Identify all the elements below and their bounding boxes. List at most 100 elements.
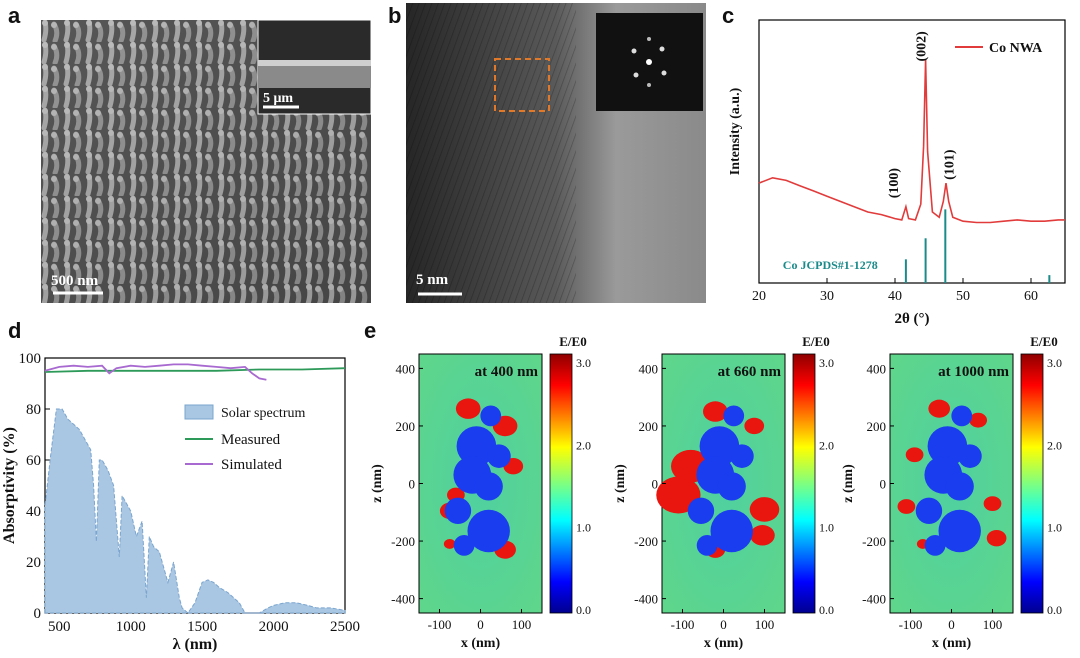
hotspot [750,525,775,546]
hotspot [986,529,1007,547]
panel-label-b: b [388,3,402,28]
absorptivity-chart: 500 1000 1500 2000 2500 0 20 40 60 80 100 λ (nm) Abs… [1,351,360,653]
hotspot [443,539,456,549]
colorbar-title: E/E0 [1030,334,1057,349]
x-tick-label: 500 [48,619,71,635]
hotspot [928,399,951,418]
y-tick-label: 40 [26,504,41,520]
x-tick-label: 100 [983,617,1003,632]
nanowire-blob [938,509,981,553]
y-tick-label: -400 [862,592,886,607]
nanowire-blob [951,405,973,427]
y-tick-label: -400 [634,592,658,607]
nanowire-blob [487,444,511,468]
inset-scale-label: 5 μm [263,91,293,106]
hotspot [744,417,765,435]
colorbar-tick-label: 3.0 [576,356,591,370]
colorbar-tick-label: 0.0 [576,603,591,617]
map-label: at 1000 nm [938,364,1009,380]
x-tick-label: 2500 [330,619,360,635]
nanowire-blob [474,472,503,501]
y-tick-label: 400 [639,361,659,376]
peak-annotation: (100) [887,168,902,199]
nanowire-blob [717,472,746,501]
colorbar-tick-label: 3.0 [819,356,834,370]
y-axis-label: z (nm) [370,464,385,503]
colorbar-title: E/E0 [802,334,829,349]
panel-label-d: d [8,318,22,343]
colorbar-tick-label: 2.0 [1047,438,1062,452]
nanowire-blob [710,509,753,553]
y-axis-label: z (nm) [613,464,628,503]
xrd-chart: 20 30 40 50 60 2θ (°) Intensity (a.u.) Co NWA Co… [728,19,1066,327]
map-label: at 660 nm [718,364,782,380]
colorbar-tick-label: 0.0 [819,603,834,617]
x-tick-label: 1000 [116,619,146,635]
x-tick-label: 2000 [259,619,289,635]
x-tick-label: 60 [1024,289,1038,304]
colorbar [792,353,816,614]
hotspot [703,401,728,422]
y-tick-label: 200 [639,419,659,434]
colorbar-tick-label: 1.0 [576,521,591,535]
x-tick-label: 30 [820,289,834,304]
x-tick-label: -100 [899,617,923,632]
x-axis-label: x (nm) [461,636,501,651]
colorbar-tick-label: 1.0 [1047,521,1062,535]
colorbar [549,353,573,614]
y-axis-label: Absorptivity (%) [1,427,18,544]
nanowire-blob [927,426,968,466]
legend-swatch [184,404,214,420]
nanowire-blob [958,444,982,468]
xrd-series-line [758,59,1065,224]
y-tick-label: 0 [880,477,887,492]
y-tick-label: 0 [652,477,659,492]
x-tick-label: 40 [888,289,902,304]
nanowire-blob [467,509,510,553]
nanowire-blob [730,444,754,468]
y-tick-label: -200 [634,534,658,549]
peak-annotation: (101) [942,149,957,180]
selected-area-box [494,58,550,112]
legend-entry: Solar spectrum [221,406,305,421]
nanowire-blob [480,405,502,427]
nanowire-blob [453,534,475,556]
nanowire-blob [699,426,740,466]
x-tick-label: 0 [720,617,727,632]
hotspot [455,398,481,419]
hotspot [983,496,1002,512]
legend-entry: Co NWA [989,41,1043,56]
nanowire-blob [696,534,718,556]
peak-annotation: (002) [915,31,930,62]
x-tick-label: 0 [477,617,484,632]
y-tick-label: -400 [391,592,415,607]
y-axis-label: Intensity (a.u.) [728,87,743,175]
nanowire-blob [456,426,497,466]
colorbar-tick-label: 3.0 [1047,356,1062,370]
x-tick-label: -100 [428,617,452,632]
y-tick-label: 200 [867,419,887,434]
x-tick-label: 50 [956,289,970,304]
colorbar-tick-label: 2.0 [819,438,834,452]
hotspot [656,476,701,514]
field-maps: at 400 nm -100 0 100 400 200 0 -200 -400 x (nm) z … [370,334,1062,651]
y-axis-label: z (nm) [841,464,856,503]
panel-label-a: a [8,3,21,28]
x-axis-label: x (nm) [704,636,744,651]
colorbar-tick-label: 0.0 [1047,603,1062,617]
colorbar [1020,353,1044,614]
nanowire-blob [945,472,974,501]
map-label: at 400 nm [475,364,539,380]
y-tick-label: -200 [862,534,886,549]
y-tick-label: 20 [26,555,41,571]
y-tick-label: 100 [19,351,42,367]
hotspot [749,497,780,522]
colorbar-title: E/E0 [559,334,586,349]
y-tick-label: 60 [26,453,41,469]
sem-image: 5 μm 500 nm [41,20,371,303]
y-tick-label: 400 [396,361,416,376]
hotspot [897,499,916,514]
hotspot [969,412,988,428]
tem-image: 5 nm [406,3,706,303]
panel-label-c: c [722,3,735,28]
